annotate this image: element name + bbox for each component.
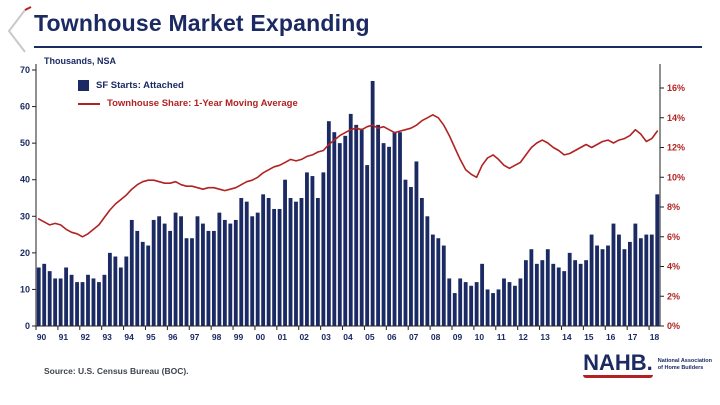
svg-text:30: 30 <box>20 211 30 221</box>
logo-subtext-line1: National Association <box>657 358 712 365</box>
svg-text:0: 0 <box>25 321 30 331</box>
svg-text:70: 70 <box>20 65 30 75</box>
bar-series-swatch <box>78 80 89 91</box>
nahb-logo: NAHB. National Association of Home Build… <box>583 352 712 378</box>
title-underline <box>34 46 702 48</box>
svg-text:97: 97 <box>190 332 200 342</box>
svg-text:14: 14 <box>562 332 572 342</box>
svg-text:91: 91 <box>59 332 69 342</box>
logo-swoosh <box>583 375 653 378</box>
bars-group <box>36 80 660 326</box>
svg-text:00: 00 <box>256 332 266 342</box>
x-axis-labels: 90 91 92 93 94 95 96 97 98 99 00 01 02 03 04 05 06 07 08 09… <box>35 326 660 342</box>
svg-text:04: 04 <box>343 332 353 342</box>
chart-legend: SF Starts: Attached Townhouse Share: 1-Y… <box>78 80 298 116</box>
svg-text:14%: 14% <box>667 113 685 123</box>
svg-text:6%: 6% <box>667 232 680 242</box>
svg-text:2%: 2% <box>667 291 680 301</box>
svg-text:40: 40 <box>20 175 30 185</box>
logo-subtext-line2: of Home Builders <box>657 365 704 371</box>
line-series <box>37 113 659 238</box>
source-note: Source: U.S. Census Bureau (BOC). <box>44 366 189 376</box>
legend-item-bars: SF Starts: Attached <box>78 80 298 91</box>
svg-text:93: 93 <box>102 332 112 342</box>
svg-text:09: 09 <box>453 332 463 342</box>
right-axis-labels: 0% 2% 4% 6% 8% 10% 12% 14% 16% <box>660 83 685 331</box>
svg-text:8%: 8% <box>667 202 680 212</box>
svg-text:12%: 12% <box>667 143 685 153</box>
svg-text:60: 60 <box>20 102 30 112</box>
svg-text:18: 18 <box>650 332 660 342</box>
svg-text:01: 01 <box>278 332 288 342</box>
svg-text:94: 94 <box>124 332 134 342</box>
svg-text:16: 16 <box>606 332 616 342</box>
svg-text:0%: 0% <box>667 321 680 331</box>
svg-text:50: 50 <box>20 138 30 148</box>
svg-text:12: 12 <box>518 332 528 342</box>
svg-text:98: 98 <box>212 332 222 342</box>
svg-text:10: 10 <box>475 332 485 342</box>
logo-text: NAHB. <box>583 350 653 375</box>
svg-text:05: 05 <box>365 332 375 342</box>
svg-text:90: 90 <box>37 332 47 342</box>
svg-text:10%: 10% <box>667 172 685 182</box>
svg-text:11: 11 <box>497 332 506 342</box>
svg-text:16%: 16% <box>667 83 685 93</box>
svg-text:02: 02 <box>299 332 309 342</box>
svg-text:96: 96 <box>168 332 178 342</box>
svg-text:15: 15 <box>584 332 594 342</box>
svg-text:17: 17 <box>628 332 638 342</box>
svg-text:13: 13 <box>540 332 550 342</box>
axes <box>35 64 661 327</box>
svg-text:20: 20 <box>20 248 30 258</box>
svg-text:95: 95 <box>146 332 156 342</box>
legend-item-line: Townhouse Share: 1-Year Moving Average <box>78 98 298 109</box>
svg-text:4%: 4% <box>667 262 680 272</box>
logo-wordmark: NAHB. <box>583 352 653 378</box>
legend-bars-label: SF Starts: Attached <box>96 80 184 91</box>
page-title: Townhouse Market Expanding <box>34 10 370 36</box>
left-axis-labels: 0 10 20 30 40 50 60 70 <box>20 65 36 331</box>
svg-text:07: 07 <box>409 332 419 342</box>
svg-text:03: 03 <box>321 332 331 342</box>
svg-text:06: 06 <box>387 332 397 342</box>
logo-subtext: National Association of Home Builders <box>658 358 712 372</box>
svg-text:99: 99 <box>234 332 244 342</box>
line-series-swatch <box>78 102 100 105</box>
svg-text:10: 10 <box>20 284 30 294</box>
decorative-chevron-icon <box>7 6 32 53</box>
svg-text:08: 08 <box>431 332 441 342</box>
legend-line-label: Townhouse Share: 1-Year Moving Average <box>107 98 298 109</box>
left-axis-title: Thousands, NSA <box>44 56 117 66</box>
svg-text:92: 92 <box>81 332 91 342</box>
